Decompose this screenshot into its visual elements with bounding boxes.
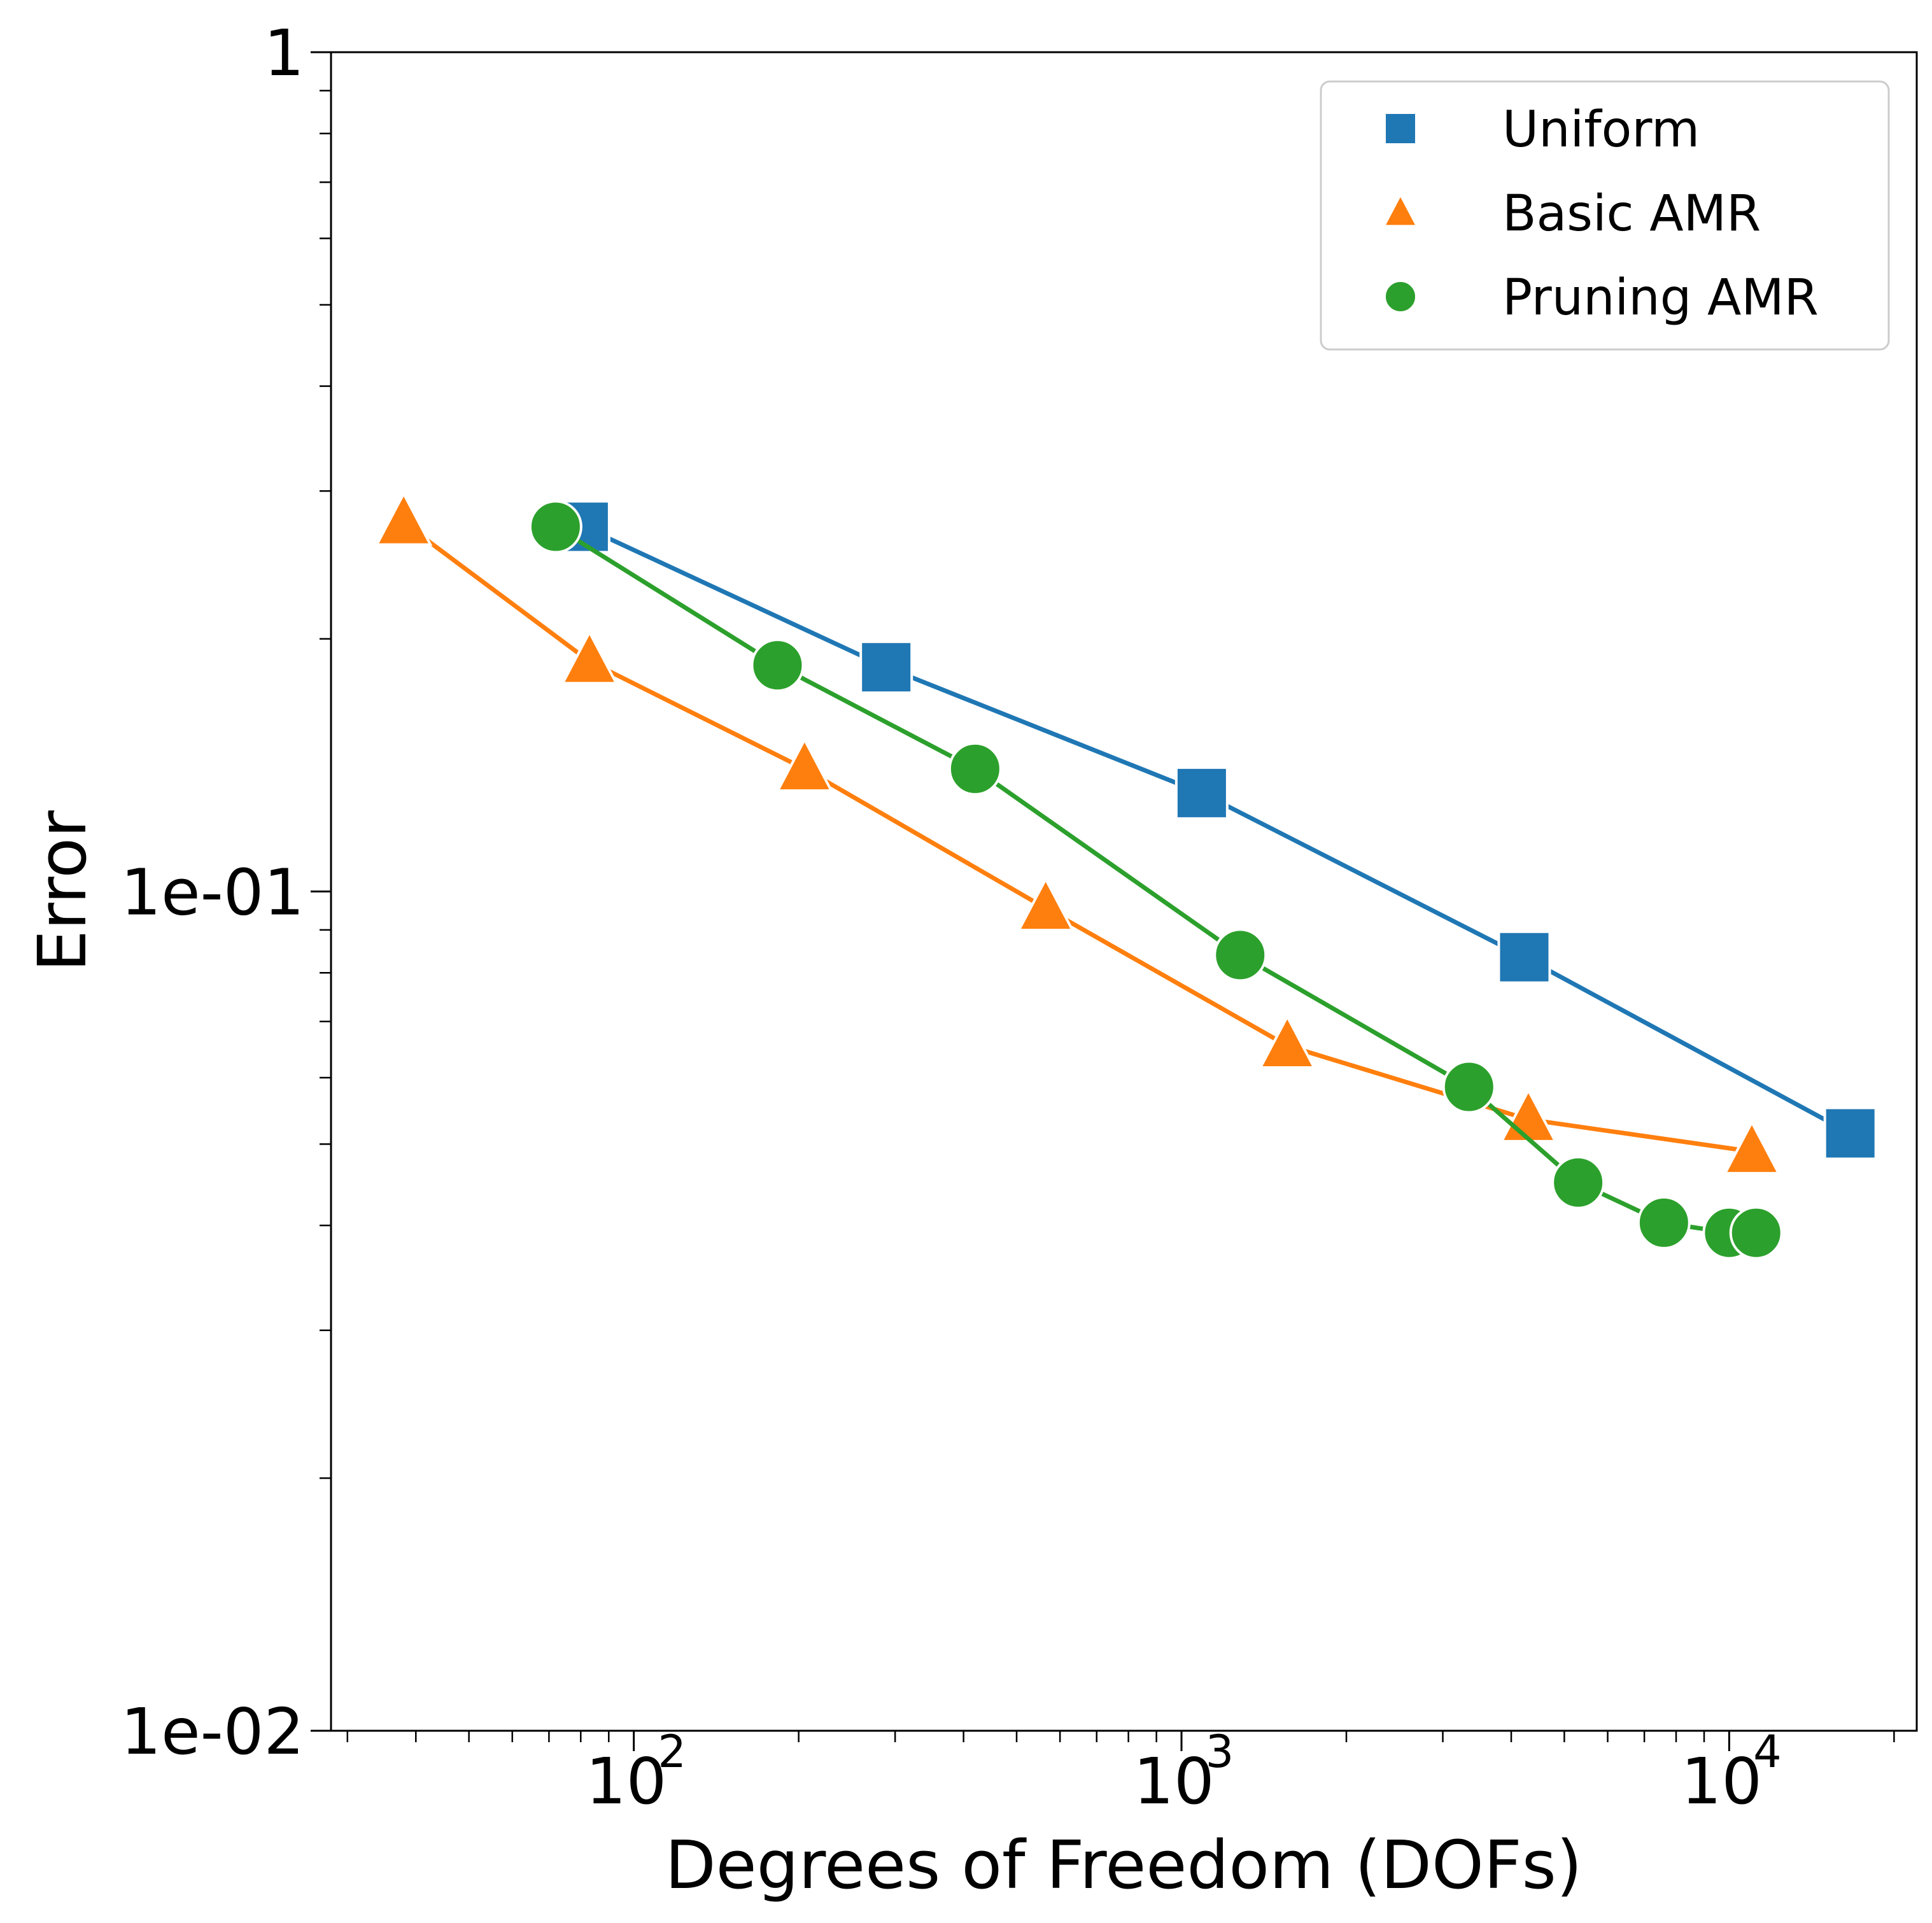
y-axis-label: Error <box>24 810 101 972</box>
x-axis-label: Degrees of Freedom (DOFs) <box>665 1826 1583 1904</box>
series-pruning-amr <box>528 500 1783 1260</box>
series-layer <box>374 491 1877 1260</box>
minor-ticks <box>320 90 1895 1742</box>
x-tick-label: 10 <box>1681 1744 1762 1819</box>
data-point-uniform <box>859 640 913 694</box>
data-point-basic-amr <box>1723 1120 1781 1175</box>
legend-entries: Uniform Basic AMR Pruning AMR <box>1381 101 1819 327</box>
data-point-uniform <box>1823 1106 1877 1160</box>
data-point-pruning-amr <box>1551 1155 1605 1209</box>
x-tick-label-exponent: 2 <box>658 1726 686 1778</box>
data-point-pruning-amr <box>1213 928 1267 982</box>
legend: Uniform Basic AMR Pruning AMR <box>1320 80 1890 351</box>
data-point-basic-amr <box>775 736 834 792</box>
legend-frame <box>1320 80 1890 351</box>
y-tick-labels: 1 1e-01 1e-02 <box>121 16 304 1769</box>
data-point-basic-amr <box>374 491 433 546</box>
data-point-basic-amr <box>1258 1013 1316 1069</box>
legend-label-pruning-amr: Pruning AMR <box>1502 269 1819 327</box>
major-ticks <box>311 51 1730 1751</box>
x-tick-label-exponent: 3 <box>1206 1726 1234 1778</box>
data-point-pruning-amr <box>528 500 582 554</box>
x-tick-labels: 102 103 104 <box>586 1726 1782 1819</box>
y-tick-label: 1e-01 <box>121 856 304 930</box>
legend-marker-pruning-amr <box>1383 279 1418 314</box>
data-point-pruning-amr <box>948 742 1002 796</box>
x-tick-label: 10 <box>586 1744 666 1819</box>
data-point-pruning-amr <box>1637 1195 1691 1250</box>
y-tick-label: 1 <box>264 16 304 90</box>
legend-label-uniform: Uniform <box>1502 101 1700 158</box>
plot-frame <box>330 51 1918 1732</box>
data-point-pruning-amr <box>1442 1060 1496 1114</box>
data-point-uniform <box>1497 930 1551 984</box>
data-point-basic-amr <box>560 630 619 685</box>
legend-label-basic-amr: Basic AMR <box>1502 185 1761 243</box>
data-point-pruning-amr <box>1729 1206 1783 1260</box>
x-tick-label-exponent: 4 <box>1753 1726 1782 1778</box>
data-point-uniform <box>1174 766 1229 820</box>
y-tick-label: 1e-02 <box>121 1694 304 1769</box>
x-tick-label: 10 <box>1133 1744 1214 1819</box>
legend-marker-uniform <box>1383 111 1418 146</box>
legend-marker-basic-amr <box>1381 192 1420 228</box>
data-point-basic-amr <box>1017 876 1075 932</box>
data-point-pruning-amr <box>751 638 805 693</box>
